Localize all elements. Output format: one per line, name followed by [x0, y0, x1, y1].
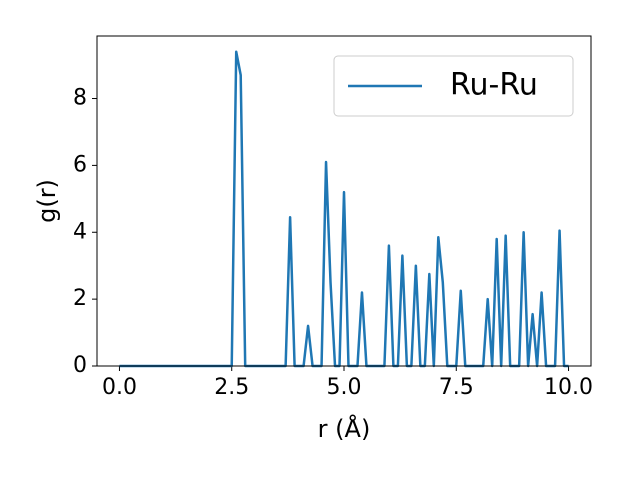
plot-frame: [96, 35, 592, 367]
legend-label: Ru-Ru: [450, 68, 538, 103]
x-axis-label: r (Å): [318, 414, 371, 443]
x-tick-label: 0.0: [102, 375, 137, 400]
x-tick-label: 2.5: [214, 375, 249, 400]
legend-box: [333, 55, 574, 117]
x-tick-label: 7.5: [439, 375, 474, 400]
y-tick-label: 2: [73, 286, 87, 311]
x-tick-label: 5.0: [327, 375, 362, 400]
y-tick-label: 8: [73, 86, 87, 111]
y-tick-label: 4: [73, 219, 87, 244]
y-axis-label: g(r): [33, 179, 61, 223]
y-tick-label: 6: [73, 152, 87, 177]
x-tick-label: 10.0: [544, 375, 593, 400]
y-tick-label: 0: [73, 353, 87, 378]
